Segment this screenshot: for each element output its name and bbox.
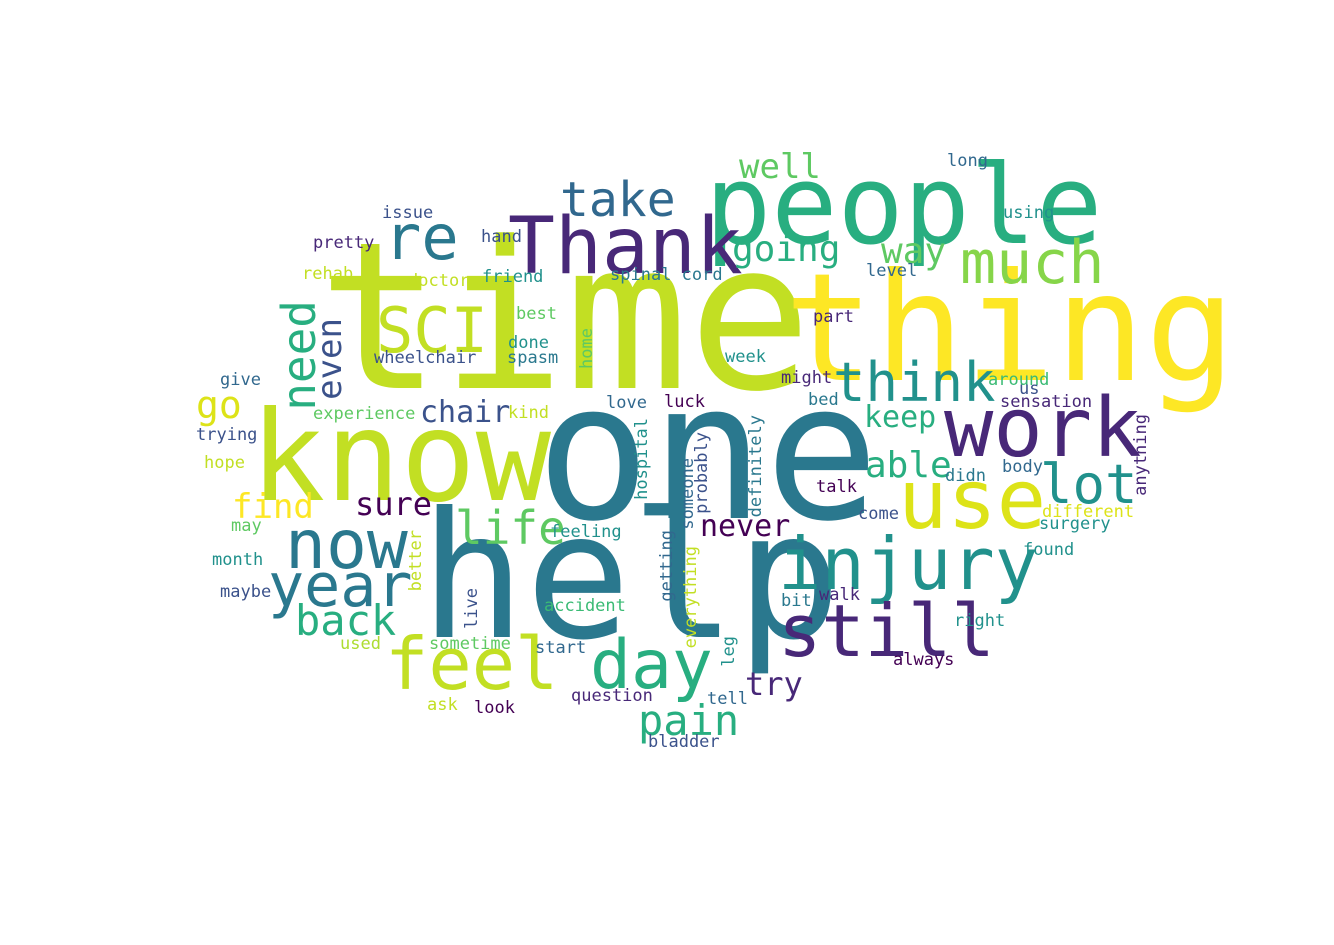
word-look: look — [474, 698, 515, 718]
word-think: think — [833, 351, 996, 414]
word-ask: ask — [427, 695, 458, 715]
word-live: live — [462, 588, 482, 629]
word-give: give — [220, 370, 261, 390]
word-injury: injury — [778, 522, 1039, 606]
word-hope: hope — [204, 453, 245, 473]
word-thing: thing — [784, 242, 1236, 416]
word-maybe: maybe — [220, 582, 272, 602]
word-feeling: feeling — [550, 522, 622, 542]
word-used: used — [340, 634, 381, 654]
word-level: level — [866, 261, 918, 281]
word-find: find — [232, 487, 314, 527]
word-sure: sure — [355, 485, 433, 523]
word-bladder: bladder — [648, 732, 720, 752]
word-someone: someone — [678, 458, 698, 530]
word-much: much — [960, 228, 1105, 298]
word-people: people — [705, 141, 1103, 269]
word-doctor: doctor — [408, 271, 470, 291]
word-question: question — [571, 686, 653, 706]
word-getting: getting — [657, 530, 677, 602]
word-issue: issue — [382, 203, 434, 223]
word-week: week — [725, 347, 766, 367]
word-Thank: Thank — [508, 202, 743, 292]
word-go: go — [196, 383, 242, 427]
word-walk: walk — [819, 585, 860, 605]
word-found: found — [1023, 540, 1075, 560]
word-time: time — [318, 199, 812, 437]
word-bed: bed — [808, 390, 839, 410]
word-part: part — [813, 307, 854, 327]
word-always: always — [893, 650, 955, 670]
word-us: us — [1019, 379, 1040, 399]
word-re: re — [384, 201, 459, 274]
word-kind: kind — [508, 403, 549, 423]
word-hospital: hospital — [632, 418, 652, 500]
word-start: start — [535, 638, 587, 658]
word-better: better — [406, 530, 426, 592]
word-SCI: SCI — [376, 294, 488, 367]
word-lot: lot — [1040, 453, 1138, 516]
word-chair: chair — [420, 395, 511, 430]
word-day: day — [590, 626, 713, 705]
word-spasm: spasm — [507, 348, 559, 368]
word-different: different — [1042, 502, 1135, 522]
word-may: may — [231, 516, 262, 536]
word-around: around — [988, 370, 1050, 390]
word-definitely: definitely — [746, 415, 766, 518]
word-sensation: sensation — [1000, 392, 1093, 412]
word-use: use — [898, 453, 1047, 548]
word-work: work — [944, 381, 1142, 476]
word-right: right — [954, 611, 1006, 631]
word-back: back — [295, 596, 397, 645]
word-bit: bit — [781, 591, 812, 611]
word-everything: everything — [681, 546, 701, 649]
word-luck: luck — [664, 392, 705, 412]
word-pretty: pretty — [313, 233, 375, 253]
word-way: way — [881, 231, 947, 272]
word-tell: tell — [707, 689, 748, 709]
word-year: year — [268, 551, 413, 621]
word-leg: leg — [719, 636, 739, 667]
word-love: love — [606, 393, 647, 413]
word-well: well — [739, 147, 821, 187]
word-wheelchair: wheelchair — [374, 348, 477, 368]
word-home: home — [577, 328, 597, 369]
word-keep: keep — [864, 400, 937, 435]
word-going: going — [732, 229, 841, 270]
word-trying: trying — [196, 425, 258, 445]
word-never: never — [700, 509, 791, 544]
word-body: body — [1002, 457, 1043, 477]
word-know: know — [250, 385, 552, 530]
word-one: one — [536, 342, 880, 563]
word-rehab: rehab — [302, 264, 354, 284]
word-using: using — [1003, 203, 1055, 223]
word-try: try — [745, 665, 803, 703]
word-month: month — [212, 550, 264, 570]
word-friend: friend — [482, 267, 544, 287]
word-help: help — [420, 476, 842, 679]
word-long: long — [947, 151, 988, 171]
word-sometime: sometime — [429, 634, 511, 654]
word-anything: anything — [1131, 414, 1151, 496]
word-life: life — [455, 501, 566, 555]
word-take: take — [560, 172, 676, 228]
word-experience: experience — [313, 404, 416, 424]
word-accident: accident — [544, 596, 626, 616]
word-might: might — [781, 368, 833, 388]
word-didn: didn — [945, 466, 986, 486]
word-hand: hand — [481, 227, 522, 247]
word-talk: talk — [816, 477, 857, 497]
word-pain: pain — [638, 696, 740, 745]
word-come: come — [858, 504, 899, 524]
word-still: still — [778, 589, 995, 673]
word-now: now — [285, 506, 408, 585]
word-feel: feel — [385, 622, 559, 706]
word-done: done — [508, 333, 549, 353]
word-able: able — [865, 445, 952, 486]
word-even: even — [310, 318, 350, 400]
word-surgery: surgery — [1039, 514, 1111, 534]
word-best: best — [516, 304, 557, 324]
word-spinal-cord: spinal cord — [610, 265, 723, 285]
